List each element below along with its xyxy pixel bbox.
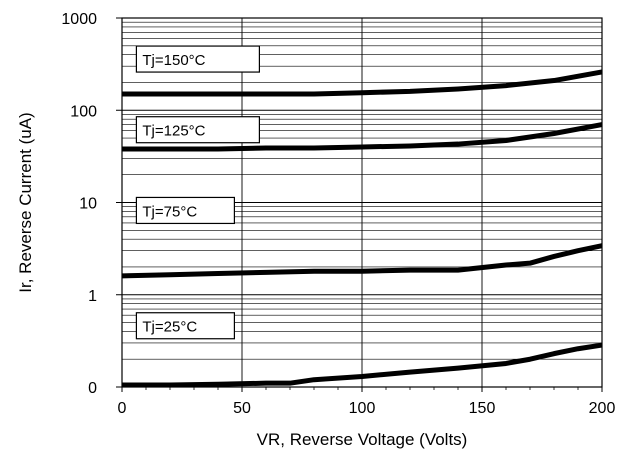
series-label: Tj=25°C	[142, 319, 197, 336]
x-tick-label: 150	[469, 400, 496, 417]
series-label-box	[135, 116, 260, 144]
y-tick-label: 0	[88, 380, 97, 397]
series-line	[122, 122, 603, 152]
series-label: Tj=75°C	[142, 203, 197, 220]
series-label: Tj=150°C	[142, 52, 205, 69]
y-tick-label: 10	[79, 196, 97, 213]
series-line	[121, 243, 603, 279]
x-axis-title: VR, Reverse Voltage (Volts)	[257, 430, 468, 449]
x-tick-label: 0	[118, 400, 127, 417]
x-tick-label: 50	[233, 400, 251, 417]
series-label-box	[135, 312, 235, 340]
series-line	[122, 69, 603, 97]
series-label-box	[135, 196, 235, 225]
y-tick-label: 100	[70, 103, 97, 120]
series-label: Tj=125°C	[142, 123, 205, 140]
series-label-box	[135, 45, 260, 73]
y-tick-label: 1	[88, 288, 97, 305]
x-tick-label: 200	[589, 400, 616, 417]
y-axis-title: Ir, Reverse Current (uA)	[16, 112, 35, 292]
x-tick-label: 100	[349, 400, 376, 417]
series-line	[122, 342, 603, 388]
y-tick-label: 1000	[61, 11, 97, 28]
